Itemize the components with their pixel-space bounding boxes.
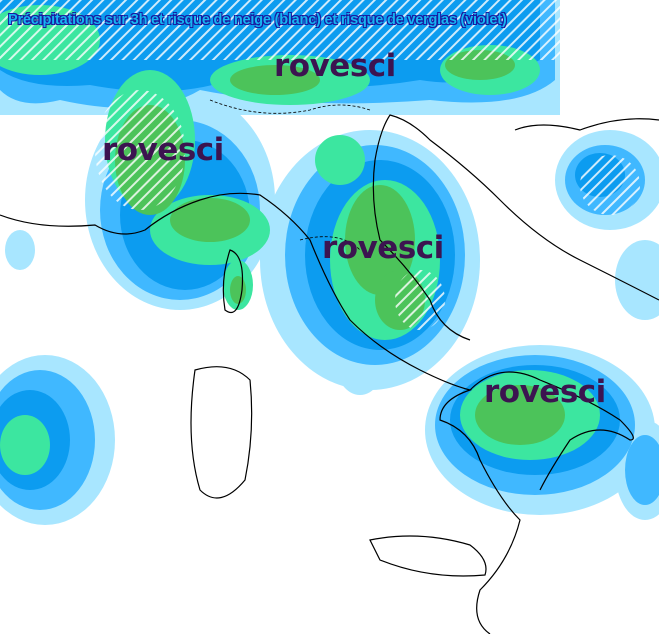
coastlines xyxy=(0,99,659,634)
region-label-north: rovesci xyxy=(274,48,396,84)
map-title: Précipitations sur 3h et risque de neige… xyxy=(8,12,507,28)
region-label-center: rovesci xyxy=(322,230,444,266)
region-label-northwest: rovesci xyxy=(102,132,224,168)
region-label-south: rovesci xyxy=(484,374,606,410)
snow-risk-areas xyxy=(0,0,640,330)
